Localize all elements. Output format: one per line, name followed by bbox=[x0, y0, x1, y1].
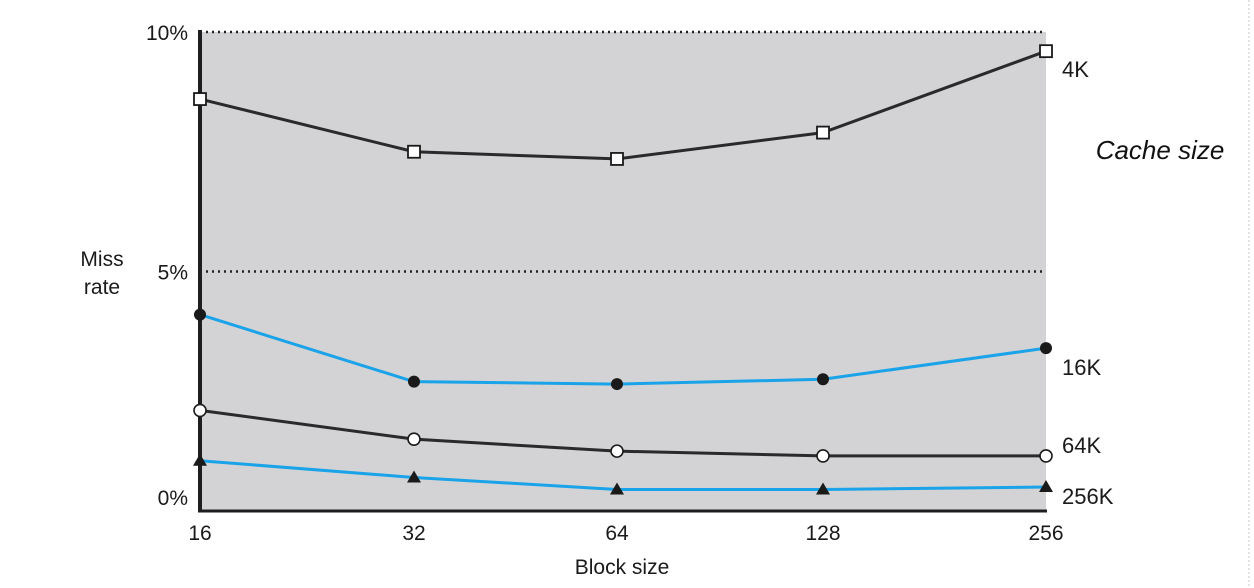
y-axis-label-line2: rate bbox=[84, 276, 120, 299]
x-tick-label: 256 bbox=[1028, 522, 1063, 545]
marker-open-circle bbox=[816, 449, 830, 463]
marker-square bbox=[1039, 44, 1053, 59]
x-tick-label: 16 bbox=[188, 522, 211, 545]
marker-open-circle bbox=[1039, 449, 1053, 463]
x-tick-labels: 16 32 64 128 256 bbox=[188, 522, 1063, 545]
marker-triangle bbox=[816, 482, 830, 495]
marker-square bbox=[816, 125, 830, 140]
marker-filled-circle bbox=[817, 373, 829, 386]
series-label-4K: 4K bbox=[1062, 57, 1089, 82]
marker-triangle bbox=[407, 470, 421, 483]
y-axis-label-line1: Miss bbox=[80, 248, 123, 271]
marker-open-circle bbox=[407, 432, 421, 446]
marker-square bbox=[407, 144, 421, 159]
marker-filled-circle bbox=[408, 375, 420, 388]
y-tick-label: 10% bbox=[146, 22, 188, 45]
y-tick-label: 5% bbox=[158, 262, 188, 285]
marker-filled-circle bbox=[194, 308, 206, 321]
marker-square bbox=[610, 152, 624, 166]
marker-open-circle bbox=[610, 444, 624, 458]
marker-triangle bbox=[193, 453, 207, 466]
marker-open-circle bbox=[193, 403, 207, 418]
series-label-16K: 16K bbox=[1062, 355, 1101, 380]
marker-square bbox=[193, 92, 207, 106]
marker-triangle bbox=[1039, 480, 1053, 493]
series-layer: 4K 16K 64K 256K bbox=[193, 44, 1114, 509]
series-label-256K: 256K bbox=[1062, 484, 1114, 509]
x-tick-label: 32 bbox=[402, 522, 425, 545]
marker-filled-circle bbox=[1040, 342, 1052, 355]
marker-triangle bbox=[610, 482, 624, 495]
x-tick-label: 128 bbox=[805, 522, 840, 545]
x-axis-label: Block size bbox=[575, 556, 670, 579]
legend-title: Cache size bbox=[1096, 135, 1225, 165]
x-tick-label: 64 bbox=[605, 522, 629, 545]
y-tick-labels: 0% 5% 10% bbox=[146, 22, 188, 510]
y-tick-label: 0% bbox=[158, 487, 188, 510]
marker-filled-circle bbox=[611, 378, 623, 391]
series-label-64K: 64K bbox=[1062, 433, 1101, 458]
